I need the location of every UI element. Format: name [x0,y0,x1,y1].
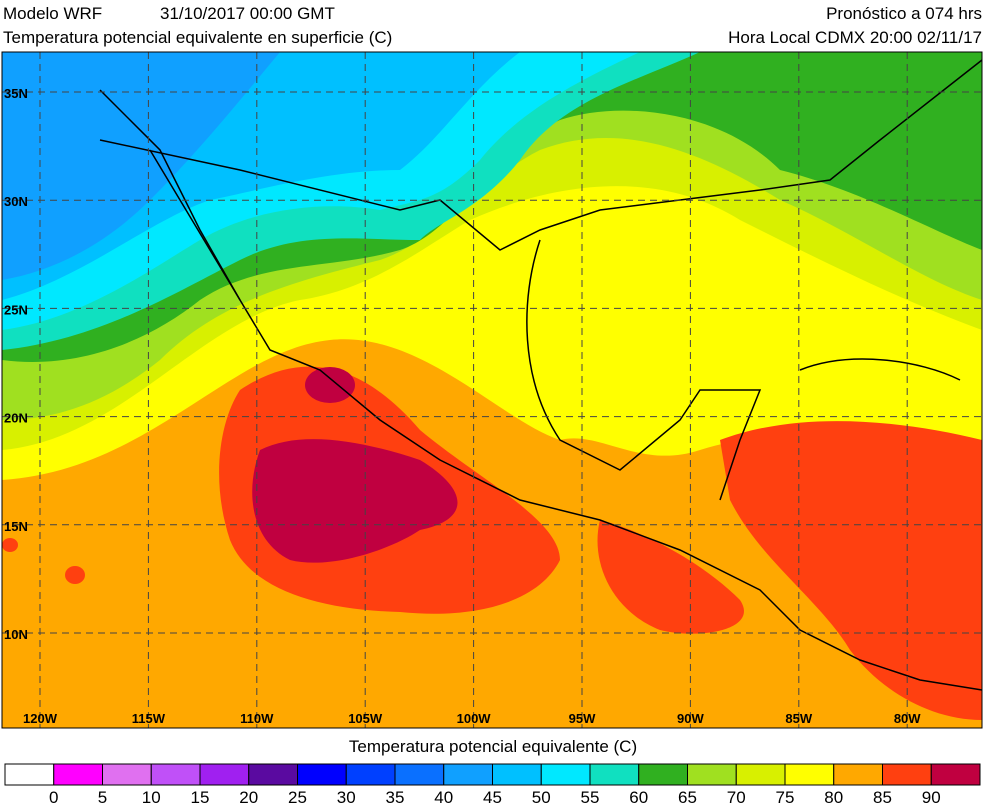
colorbar-title: Temperatura potencial equivalente (C) [349,737,637,756]
model: Modelo WRF [3,4,102,23]
colorbar-tick: 30 [337,788,356,806]
colorbar-tick: 35 [386,788,405,806]
colorbar-tick: 45 [483,788,502,806]
colorbar-tick: 15 [191,788,210,806]
lat-label: 30N [4,194,28,209]
colorbar-box [589,763,640,786]
colorbar-box [4,763,55,786]
colorbar-box [199,763,250,786]
colorbar-box [102,763,152,786]
colorbar: 0 5 10 15 20 25 30 35 40 45 50 55 60 65 70 75 80 85 90 [4,763,981,807]
colorbar-tick: 10 [142,788,161,806]
colorbar-tick: 55 [581,788,600,806]
colorbar-box [394,763,445,786]
colorbar-box [248,763,298,786]
colorbar-box [930,763,981,786]
colorbar-tick: 5 [98,788,107,806]
colorbar-tick: 25 [288,788,307,806]
colorbar-tick: 70 [727,788,746,806]
lat-label: 15N [4,519,28,534]
map-frame [1,51,983,729]
forecast: Pronóstico a 074 hrs [826,4,982,23]
colorbar-tick: 50 [532,788,551,806]
lon-label: 85W [785,711,812,726]
colorbar-tick: 20 [239,788,258,806]
colorbar-tick: 40 [434,788,453,806]
colorbar-box [833,763,883,786]
map-field [2,52,982,728]
colorbar-box [297,763,347,786]
colorbar-box [784,763,835,786]
colorbar-box [735,763,786,786]
colorbar-box [53,763,103,786]
colorbar-tick: 0 [49,788,58,806]
colorbar-box [492,763,542,786]
colorbar-tick: 75 [776,788,795,806]
graticule: 35N 30N 25N 20N 15N 10N 120W 115W 110W 105W 100W 95… [2,52,982,728]
colorbar-box [540,763,591,786]
lon-label: 110W [240,711,274,726]
lat-label: 35N [4,86,28,101]
lat-label: 10N [4,627,28,642]
title: Temperatura potencial equivalente en sup… [3,28,392,47]
colorbar-box [150,763,201,786]
colorbar-box [345,763,396,786]
colorbar-box [638,763,688,786]
lat-label: 20N [4,411,28,426]
lon-label: 120W [23,711,58,726]
local-time: Hora Local CDMX 20:00 02/11/17 [728,28,982,47]
lon-label: 115W [132,711,166,726]
colorbar-tick: 90 [922,788,941,806]
lon-label: 80W [894,711,921,726]
colorbar-tick: 80 [824,788,843,806]
colorbar-tick: 85 [873,788,892,806]
lon-label: 100W [457,711,492,726]
lat-label: 25N [4,302,28,317]
colorbar-box [882,763,932,786]
colorbar-box [687,763,737,786]
colorbar-tick: 60 [629,788,648,806]
lon-label: 90W [677,711,704,726]
lon-label: 95W [569,711,596,726]
colorbar-tick: 65 [678,788,697,806]
colorbar-box [443,763,493,786]
lon-label: 105W [348,711,383,726]
date: 31/10/2017 00:00 GMT [160,4,335,23]
